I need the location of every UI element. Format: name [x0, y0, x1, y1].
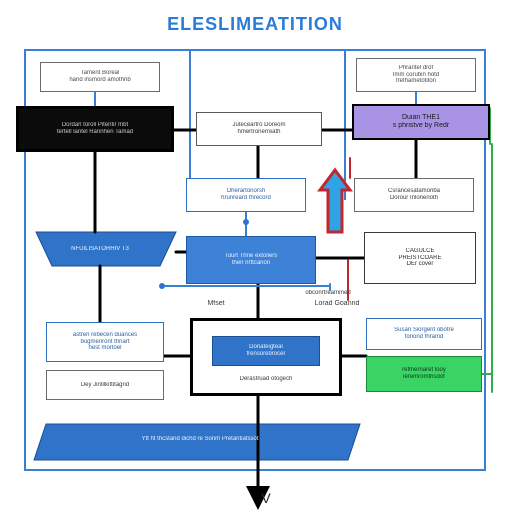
- node-hdr_l-line1: Tament Boreal: [44, 70, 156, 77]
- label-lab_lord: Lorad Goannd: [302, 300, 372, 307]
- node-r2_r-line2: Dorour Inlonenoth: [358, 195, 470, 202]
- node-mid_right-line2: PREISTCOARE: [368, 255, 472, 262]
- label-lab_banner: Ytt ht thcstand dichd re Sonm Pretaritia…: [80, 436, 320, 442]
- node-blk_dark: Dordarl toroll Pitentir mbttertell lante…: [16, 106, 174, 152]
- node-blk_purple-line2: s phristve by Redr: [357, 122, 485, 130]
- node-right_top-line1: Susan Siorgent obotre: [370, 327, 478, 334]
- banner_bottom: [34, 424, 360, 460]
- node-blk_dark-line1: Dordarl toroll Pitentir mbt: [22, 122, 168, 129]
- node-blk_mid: Juteceartro Doreomhmertronerreath: [196, 112, 322, 146]
- node-center_below: Derastruad otogech: [212, 370, 320, 388]
- label-lab_v: V: [256, 490, 276, 506]
- arrow_red: [320, 170, 350, 232]
- node-right_green-line2: leremromthsdof: [370, 374, 478, 381]
- node-blk_mid-line1: Juteceartro Doreom: [200, 122, 318, 129]
- node-left_stack1-line2: bugmenront thriart: [50, 339, 160, 346]
- node-blk_dark-line2: tertell lantel Rannhen Tamad: [22, 129, 168, 136]
- node-r2_r-line1: Csrancesatamonba: [358, 188, 470, 195]
- node-blk_purple-line1: Duian THE1: [357, 114, 485, 122]
- node-mid_right-line1: CAGULCE: [368, 248, 472, 255]
- node-right_top: Susan Siorgent obotreforiond fhramd: [366, 318, 482, 350]
- diagram-title: ELESLIMEATITION: [150, 14, 360, 35]
- node-mid_blue-line2: then nrttcanon: [190, 260, 312, 267]
- node-hdr_r-line1: Phrantel drof: [360, 65, 472, 72]
- node-left_stack1-line1: astren rebecen duances: [50, 332, 160, 339]
- node-blk_mid-line2: hmertronerreath: [200, 129, 318, 136]
- node-r2_l-line2: hrunreard threcord: [190, 195, 302, 202]
- node-r2_l-line1: Dherartonorsh: [190, 188, 302, 195]
- node-hdr_l-line2: hand insmord amothrib: [44, 77, 156, 84]
- node-blk_purple: Duian THE1s phristve by Redr: [352, 104, 490, 140]
- node-left_stack2-line1: Dey Jintilkittitagrid: [50, 382, 160, 389]
- node-center_below-line1: Derastruad otogech: [215, 376, 317, 383]
- node-r2_r: CsrancesatamonbaDorour Inlonenoth: [354, 178, 474, 212]
- node-hdr_r: Phrantel drofImm corubin hotdfrethametot…: [356, 58, 476, 92]
- node-mid_right: CAGULCEPREISTCOAREDEr cover: [364, 232, 476, 284]
- node-hdr_r-line3: frethametotiton: [360, 78, 472, 85]
- node-left_stack2: Dey Jintilkittitagrid: [46, 370, 164, 400]
- node-r2_l: Dherartonorshhrunreard threcord: [186, 178, 306, 212]
- diagram-canvas: ELESLIMEATITION Tament Borealhand insmor…: [0, 0, 512, 512]
- node-hdr_r-line2: Imm corubin hotd: [360, 72, 472, 79]
- node-left_stack1: astren rebecen duancesbugmenront thriart…: [46, 322, 164, 362]
- label-lab_mfset: Mfset: [196, 300, 236, 307]
- node-left_stack1-line3: hest mortoel: [50, 345, 160, 352]
- node-mid_blue: Tourt Thrie extollersthen nrttcanon: [186, 236, 316, 284]
- node-right_top-line2: foriond fhramd: [370, 334, 478, 341]
- node-hdr_l: Tament Borealhand insmord amothrib: [40, 62, 160, 92]
- node-right_green: refmernaret looyleremromthsdof: [366, 356, 482, 392]
- label-lab_left_trap: NFUILISATORHIV T3: [56, 246, 144, 252]
- node-mid_blue-line1: Tourt Thrie extollers: [190, 253, 312, 260]
- node-right_green-line1: refmernaret looy: [370, 367, 478, 374]
- label-lab_obconrt: obconrtreammed: [300, 290, 356, 296]
- node-mid_right-line3: DEr cover: [368, 261, 472, 268]
